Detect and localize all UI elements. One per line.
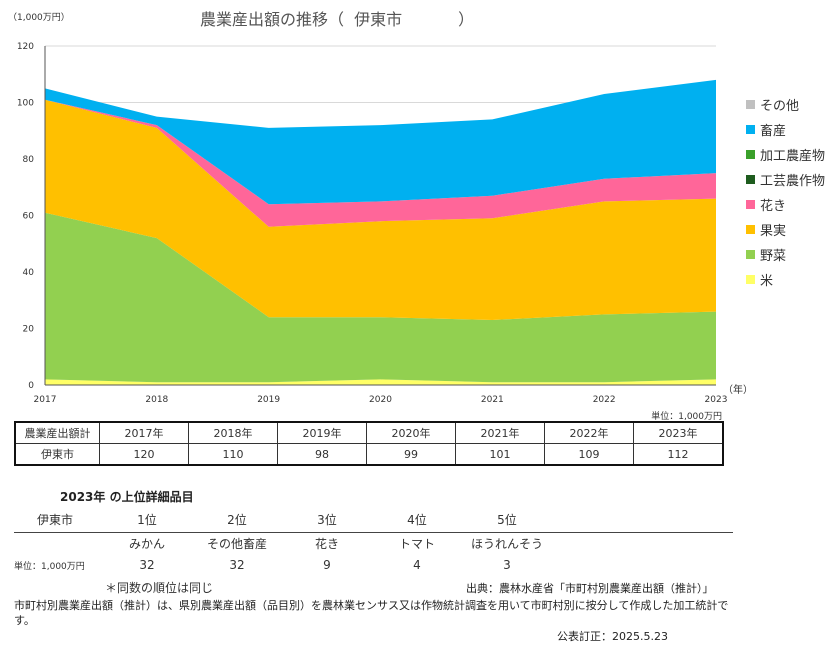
totals-value: 99 [366,443,456,466]
totals-year: 2019年 [277,421,367,444]
y-tick-label: 100 [17,99,34,109]
legend-swatch [746,200,755,209]
x-tick-label: 2023 [705,395,728,405]
totals-value: 98 [277,443,367,466]
top-item-value: 9 [323,558,331,572]
legend-label: 果実 [760,224,787,239]
y-tick-label: 120 [17,42,34,52]
top-items-heading: 2023年 の上位詳細品目 [60,490,194,504]
legend-label: 花き [760,199,787,214]
legend-label: 畜産 [760,124,787,139]
legend-swatch [746,225,755,234]
top-items-divider [14,532,733,533]
legend-swatch [746,250,755,259]
totals-value: 120 [99,443,189,466]
top-item-value: 32 [139,558,155,572]
top-item-name: みかん [128,537,165,551]
top-items-city: 伊東市 [36,513,73,527]
totals-year: 2021年 [455,421,545,444]
x-tick-label: 2019 [257,395,280,405]
y-tick-label: 20 [23,325,35,335]
totals-year: 2023年 [633,421,724,444]
legend-swatch [746,125,755,134]
totals-value: 109 [544,443,634,466]
legend-label: 野菜 [760,249,787,264]
legend-item: 加工農産物 [746,145,825,164]
totals-value-row: 伊東市 120 110 98 99 101 109 112 [14,443,724,466]
y-tick-label: 60 [23,212,35,222]
x-axis-year-suffix: （年） [723,383,753,396]
area-series [45,379,716,385]
y-axis-unit: （1,000万円） [8,13,70,23]
top-item-value: 32 [229,558,245,572]
legend-item: 工芸農作物 [746,170,825,189]
x-tick-label: 2017 [34,395,57,405]
y-tick-label: 40 [23,268,35,278]
top-item-name: その他畜産 [206,537,267,551]
legend-item: 果実 [746,220,786,239]
rank-label: 3位 [317,513,337,527]
legend-label: 加工農産物 [760,149,826,164]
totals-year: 2018年 [188,421,278,444]
area-series [45,79,716,205]
top-item-name: 花き [314,537,339,551]
rank-label: 1位 [137,513,157,527]
x-tick-label: 2018 [145,395,168,405]
top-item-value: 4 [413,558,421,572]
legend-label: 工芸農作物 [760,174,826,189]
totals-row-label: 伊東市 [14,443,100,466]
legend-swatch [746,275,755,284]
totals-value: 101 [455,443,545,466]
y-tick-label: 80 [23,155,35,165]
area-series [45,99,716,227]
x-tick-label: 2021 [481,395,504,405]
x-tick-label: 2020 [369,395,392,405]
unit-note: 単位：1,000万円 [651,412,722,422]
top-item-value: 3 [503,558,511,572]
legend-swatch [746,150,755,159]
chart-title: 農業産出額の推移（ 伊東市 ） [200,10,475,29]
legend-item: その他 [746,95,799,114]
totals-year: 2020年 [366,421,456,444]
x-tick-label: 2022 [593,395,616,405]
area-series [45,212,716,383]
top-item-name: トマト [398,537,435,551]
rank-label: 4位 [407,513,427,527]
rank-label: 5位 [497,513,517,527]
totals-value: 112 [633,443,724,466]
revised-date: 公表訂正：2025.5.23 [557,630,668,643]
legend-item: 野菜 [746,245,786,264]
legend-swatch [746,175,755,184]
source-note: 出典：農林水産省「市町村別農業産出額（推計）」 [466,582,714,595]
rank-label: 2位 [227,513,247,527]
top-item-name: ほうれんそう [470,537,543,551]
legend-label: 米 [760,274,774,289]
area-chart: 0 20 40 60 80 100 120 2017 2018 2019 2020 2021 2022 2… [17,42,753,405]
totals-header-label: 農業産出額計 [14,421,100,444]
legend-label: その他 [760,99,800,114]
legend-item: 米 [746,270,773,289]
legend-swatch [746,100,755,109]
totals-year: 2017年 [99,421,189,444]
totals-header-row: 農業産出額計 2017年 2018年 2019年 2020年 2021年 202… [14,421,724,444]
same-rank-note: ＊同数の順位は同じ [105,581,214,595]
top-items-unit: 単位：1,000万円 [14,562,85,572]
totals-year: 2022年 [544,421,634,444]
legend-item: 畜産 [746,120,786,139]
y-tick-label: 0 [28,381,34,391]
description-note: 市町村別農業産出額（推計）は、県別農業産出額（品目別）を農林業センサス又は作物統… [14,599,729,627]
legend-item: 花き [746,195,786,214]
totals-table: 農業産出額計 2017年 2018年 2019年 2020年 2021年 202… [14,421,724,466]
totals-value: 110 [188,443,278,466]
area-series [45,99,716,320]
